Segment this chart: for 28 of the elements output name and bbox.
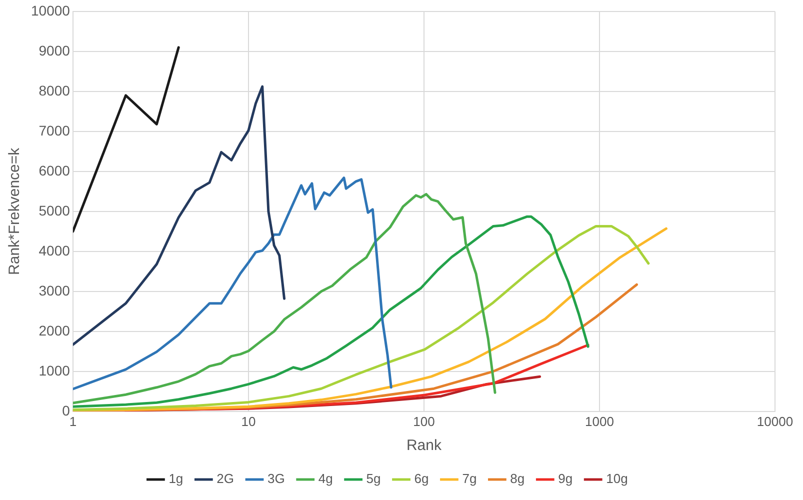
legend-label: 5g xyxy=(366,471,381,486)
y-axis-title: Rank*Frekvence=k xyxy=(6,147,24,275)
legend-label: 6g xyxy=(414,471,429,486)
y-tick-label: 10000 xyxy=(30,2,70,18)
legend-label: 9g xyxy=(558,471,573,486)
y-tick-label: 6000 xyxy=(38,162,70,178)
x-tick-label: 1 xyxy=(69,414,77,429)
y-tick-label: 0 xyxy=(62,402,70,418)
legend-label: 1g xyxy=(168,471,184,486)
y-tick-label: 3000 xyxy=(38,282,70,298)
legend-label: 2G xyxy=(216,471,234,486)
x-axis-title: Rank xyxy=(406,437,442,454)
legend-label: 3G xyxy=(268,471,285,486)
legend-label: 4g xyxy=(318,471,333,486)
y-tick-label: 9000 xyxy=(38,42,70,58)
y-tick-label: 2000 xyxy=(38,322,70,338)
y-tick-label: 5000 xyxy=(38,202,70,218)
legend-label: 7g xyxy=(462,471,477,486)
y-tick-label: 8000 xyxy=(38,82,70,98)
y-tick-label: 1000 xyxy=(38,362,70,378)
x-tick-label: 10000 xyxy=(756,414,794,429)
y-tick-label: 4000 xyxy=(38,242,70,258)
x-tick-label: 100 xyxy=(413,414,435,429)
legend-label: 10g xyxy=(606,471,628,486)
x-tick-label: 10 xyxy=(241,414,256,429)
y-tick-label: 7000 xyxy=(38,122,70,138)
legend-label: 8g xyxy=(510,471,525,486)
x-tick-label: 1000 xyxy=(585,414,614,429)
